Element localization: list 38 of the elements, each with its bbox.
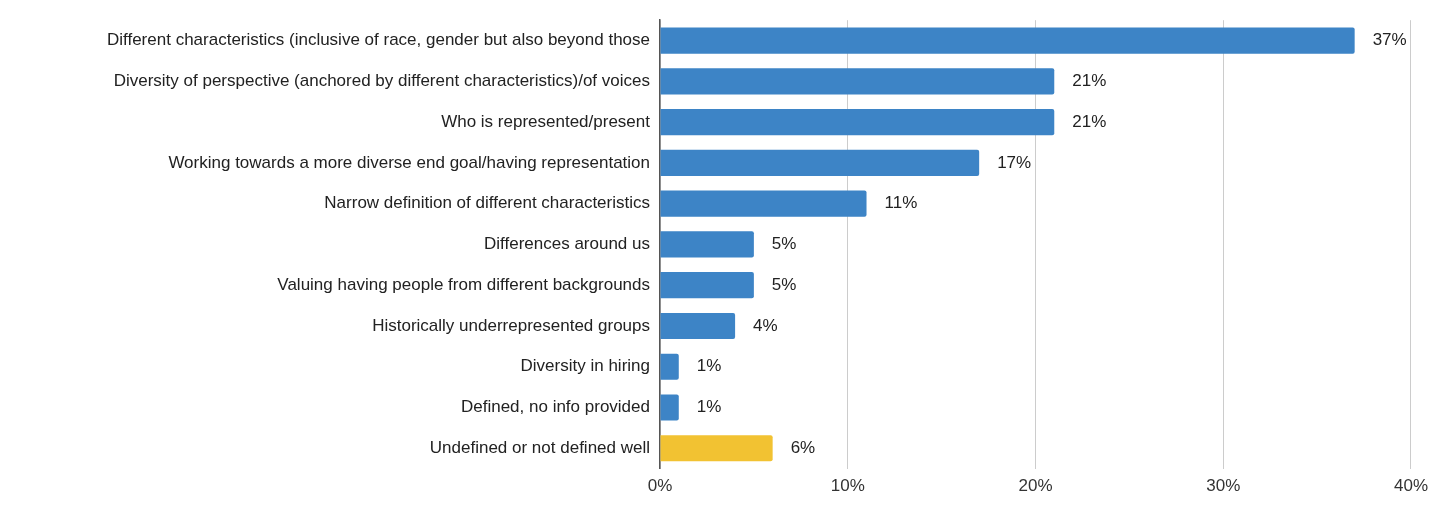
y-tick-label: Different characteristics (inclusive of race, gender but also beyond those — [106, 30, 650, 50]
y-tick-label: Who is represented/present — [441, 111, 651, 131]
y-tick-label: Differences around us — [483, 234, 650, 254]
y-tick-label: Narrow definition of different characteristics — [324, 193, 650, 213]
x-tick-label: 20% — [1018, 476, 1053, 496]
data-label: 6% — [790, 437, 816, 457]
bar — [660, 353, 679, 380]
y-tick-label: Diversity in hiring — [520, 356, 650, 376]
bar — [660, 27, 1355, 54]
data-label: 37% — [1372, 30, 1407, 50]
y-tick-label: Diversity of perspective (anchored by different characteristics)/of voices — [113, 71, 650, 91]
data-label: 1% — [696, 356, 722, 376]
bar — [660, 394, 679, 421]
y-tick-label: Working towards a more diverse end goal/having representation — [168, 152, 650, 172]
y-tick-label: Valuing having people from different backgrounds — [277, 274, 650, 294]
x-tick-label: 30% — [1206, 476, 1241, 496]
x-tick-label: 0% — [647, 476, 673, 496]
data-label: 11% — [884, 193, 918, 213]
bar — [660, 231, 754, 258]
data-label: 5% — [771, 274, 797, 294]
data-label: 21% — [1072, 71, 1107, 91]
data-label: 4% — [753, 315, 778, 335]
data-label: 5% — [771, 234, 797, 254]
data-label: 1% — [696, 397, 722, 417]
y-tick-label: Defined, no info provided — [460, 397, 650, 417]
x-tick-label: 10% — [830, 476, 865, 496]
y-tick-label: Undefined or not defined well — [429, 437, 650, 457]
bar — [660, 68, 1055, 95]
bar — [660, 312, 736, 339]
y-tick-label: Historically underrepresented groups — [372, 315, 650, 335]
bar — [660, 109, 1055, 136]
x-tick-label: 40% — [1393, 476, 1428, 496]
bar — [660, 435, 773, 462]
data-label: 17% — [997, 152, 1032, 172]
bar — [660, 272, 754, 299]
bar — [660, 149, 980, 176]
bar — [660, 190, 867, 217]
data-label: 21% — [1072, 111, 1107, 131]
